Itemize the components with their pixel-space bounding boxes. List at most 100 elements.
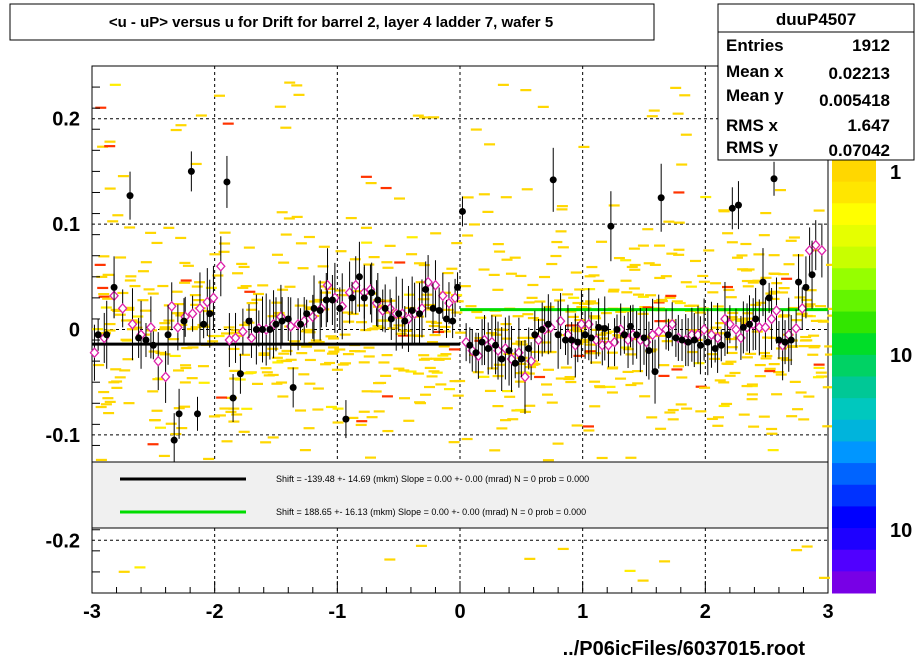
histogram-cell bbox=[557, 547, 569, 551]
histogram-cell bbox=[563, 377, 575, 381]
histogram-cell bbox=[426, 375, 438, 378]
stats-value-rmsx: 1.647 bbox=[847, 116, 890, 135]
histogram-cell bbox=[124, 226, 136, 229]
histogram-cell bbox=[812, 376, 824, 379]
data-point-diamond bbox=[667, 318, 678, 330]
histogram-cell bbox=[163, 319, 175, 322]
data-point-circle bbox=[770, 175, 778, 183]
histogram-cell bbox=[546, 401, 558, 404]
data-point-circle bbox=[223, 178, 231, 186]
histogram-cell bbox=[440, 357, 452, 360]
histogram-cell bbox=[431, 321, 443, 325]
histogram-cell bbox=[406, 236, 418, 239]
histogram-cell bbox=[625, 353, 637, 356]
histogram-cell bbox=[229, 377, 241, 380]
histogram-cell bbox=[527, 283, 539, 287]
histogram-cell bbox=[664, 411, 676, 414]
histogram-cell bbox=[337, 363, 349, 366]
histogram-cell bbox=[395, 332, 407, 335]
data-point-circle bbox=[387, 315, 395, 323]
histogram-cell bbox=[328, 337, 340, 340]
histogram-cell bbox=[317, 265, 329, 268]
histogram-cell bbox=[709, 357, 721, 360]
histogram-cell bbox=[523, 301, 535, 304]
data-point-diamond bbox=[238, 326, 248, 338]
histogram-cell bbox=[123, 306, 135, 309]
histogram-cell bbox=[399, 397, 411, 400]
histogram-cell bbox=[365, 181, 377, 185]
histogram-cell bbox=[752, 279, 764, 282]
data-point-circle bbox=[355, 273, 363, 281]
histogram-cell bbox=[748, 425, 760, 428]
histogram-cell bbox=[478, 268, 490, 271]
histogram-cell bbox=[726, 316, 738, 319]
histogram-cell bbox=[589, 315, 601, 318]
histogram-cell bbox=[801, 298, 813, 302]
histogram-cell bbox=[808, 346, 820, 349]
colorbar-label-1: 1 bbox=[890, 162, 901, 184]
histogram-cell bbox=[297, 267, 309, 270]
histogram-cell bbox=[584, 350, 596, 353]
data-point-circle bbox=[322, 296, 330, 304]
histogram-cell bbox=[516, 343, 528, 346]
histogram-cell bbox=[123, 402, 135, 405]
histogram-cell bbox=[387, 327, 399, 330]
data-point-circle bbox=[245, 317, 253, 325]
histogram-cell bbox=[291, 84, 303, 87]
histogram-cell bbox=[596, 240, 608, 243]
histogram-cell bbox=[454, 379, 466, 383]
histogram-cell bbox=[655, 427, 667, 430]
histogram-cell bbox=[777, 291, 789, 294]
histogram-cell bbox=[295, 242, 307, 245]
histogram-cell bbox=[565, 380, 577, 384]
colorbar-cell bbox=[832, 463, 876, 486]
histogram-cell bbox=[554, 299, 566, 302]
data-point-circle bbox=[135, 334, 143, 342]
histogram-cell bbox=[809, 344, 821, 348]
histogram-cell bbox=[815, 371, 827, 374]
histogram-cell bbox=[338, 294, 350, 297]
data-point-circle bbox=[360, 294, 368, 302]
histogram-cell bbox=[673, 221, 685, 224]
histogram-cell bbox=[448, 441, 460, 444]
histogram-cell bbox=[246, 308, 258, 311]
histogram-cell bbox=[565, 310, 577, 313]
histogram-cell bbox=[112, 214, 124, 217]
footer-filename: ../P06icFiles/6037015.root bbox=[563, 638, 806, 660]
histogram-cell bbox=[96, 275, 108, 278]
histogram-cell bbox=[361, 241, 373, 244]
histogram-cell bbox=[501, 337, 513, 340]
histogram-cell bbox=[154, 377, 166, 380]
histogram-cell bbox=[807, 353, 819, 356]
data-point-diamond bbox=[603, 339, 614, 351]
histogram-cell bbox=[712, 416, 724, 419]
histogram-cell bbox=[228, 420, 240, 423]
data-point-diamond bbox=[731, 324, 741, 335]
histogram-cell bbox=[276, 381, 288, 384]
histogram-cell bbox=[699, 386, 711, 389]
stats-label-meany: Mean y bbox=[726, 86, 784, 105]
histogram-cell bbox=[118, 570, 130, 573]
histogram-cell bbox=[501, 258, 513, 261]
data-point-circle bbox=[498, 355, 506, 363]
histogram-cell bbox=[232, 272, 244, 275]
histogram-cell bbox=[754, 375, 766, 378]
histogram-cell bbox=[578, 302, 590, 305]
histogram-cell bbox=[768, 362, 780, 366]
histogram-cell bbox=[302, 328, 314, 332]
histogram-cell bbox=[795, 391, 807, 394]
histogram-cell bbox=[781, 277, 793, 280]
histogram-cell bbox=[361, 390, 373, 393]
histogram-cell bbox=[197, 365, 209, 368]
data-point-circle bbox=[672, 334, 680, 342]
histogram-cell bbox=[556, 205, 568, 208]
histogram-cell bbox=[428, 324, 440, 328]
histogram-cell bbox=[815, 305, 827, 308]
histogram-cell bbox=[285, 358, 297, 361]
histogram-cell bbox=[637, 295, 649, 298]
histogram-cell bbox=[107, 220, 119, 223]
data-point-circle bbox=[678, 336, 686, 344]
histogram-cell bbox=[666, 252, 678, 255]
stats-value-meanx: 0.02213 bbox=[829, 64, 890, 83]
data-point-diamond bbox=[437, 290, 448, 302]
